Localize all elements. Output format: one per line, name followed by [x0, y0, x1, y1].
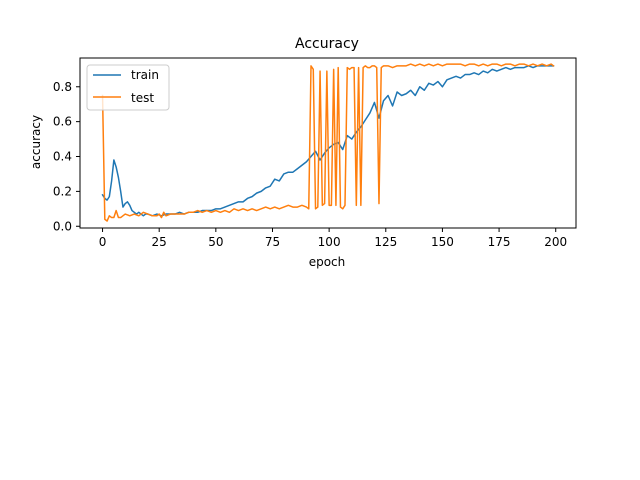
y-tick-label: 0.2 [53, 184, 72, 198]
chart-title: Accuracy [295, 36, 359, 52]
legend-label-test: test [131, 91, 154, 105]
x-tick-label: 200 [544, 235, 567, 249]
y-tick-label: 0.0 [53, 219, 72, 233]
x-axis-label: epoch [309, 255, 346, 269]
y-tick-label: 0.6 [53, 115, 72, 129]
x-tick-label: 25 [152, 235, 167, 249]
series-line-test [101, 63, 555, 222]
plot-series [101, 63, 555, 222]
x-tick-label: 125 [374, 235, 397, 249]
legend-label-train: train [131, 68, 159, 82]
axis-ticks: 0 25 50 75 100 125 150 175 200 0.0 0.2 0.4 0.6 0.8 [53, 80, 567, 249]
x-tick-label: 50 [208, 235, 223, 249]
y-tick-label: 0.4 [53, 150, 72, 164]
x-tick-label: 150 [431, 235, 454, 249]
y-tick-label: 0.8 [53, 80, 72, 94]
x-tick-label: 100 [318, 235, 341, 249]
legend-box [86, 64, 170, 111]
y-axis-label: accuracy [29, 115, 43, 169]
x-tick-label: 175 [488, 235, 511, 249]
series-line-train [101, 65, 555, 217]
x-tick-label: 0 [99, 235, 107, 249]
plot-frame [79, 57, 577, 229]
legend: train test [86, 64, 170, 111]
x-tick-label: 75 [265, 235, 280, 249]
